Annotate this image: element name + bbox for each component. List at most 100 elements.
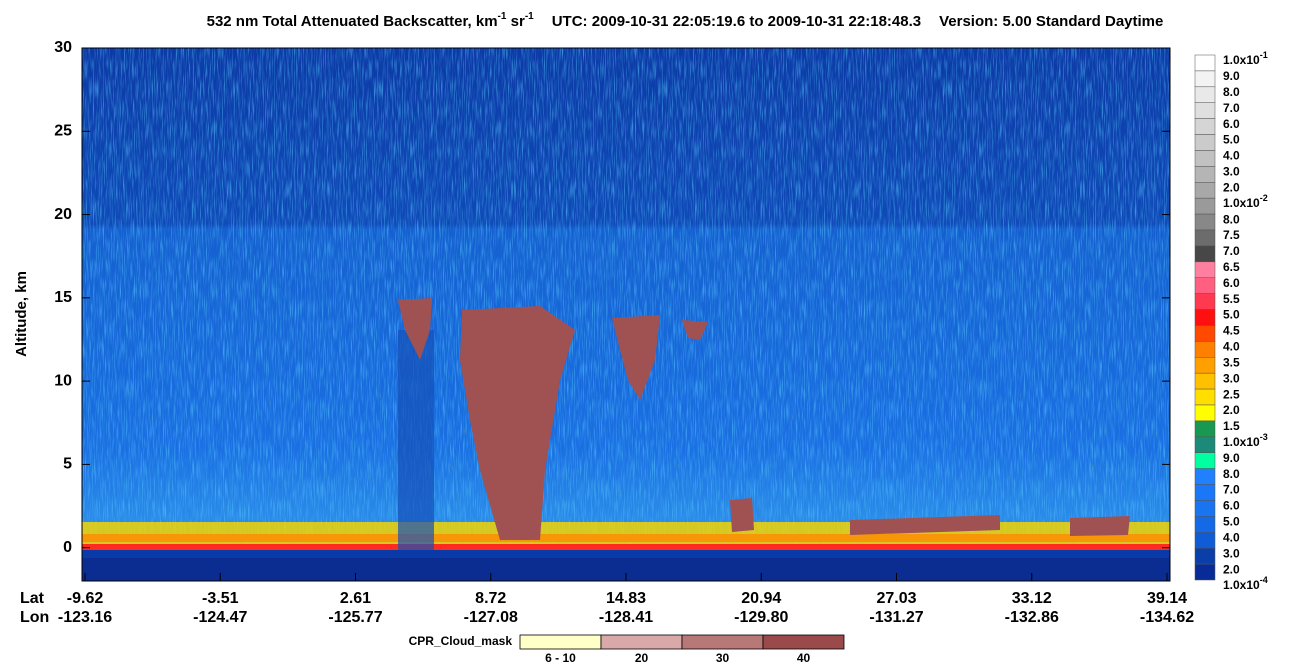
lon-label: -129.80 [734, 609, 788, 626]
colorbar-swatch [1194, 372, 1216, 390]
colorbar-label: 2.0 [1223, 562, 1240, 576]
y-tick-label: 0 [63, 539, 72, 556]
colorbar-swatch [1194, 532, 1216, 549]
lat-label: -3.51 [202, 590, 239, 607]
colorbar-label: 5.0 [1223, 133, 1240, 147]
colorbar-label: 9.0 [1223, 451, 1240, 465]
cpr-legend-label: 20 [635, 651, 649, 665]
colorbar-swatch [1194, 341, 1216, 358]
y-axis-label: Altitude, km [13, 271, 30, 357]
cpr-legend-title: CPR_Cloud_mask [409, 634, 513, 648]
x-row-label: Lat [20, 590, 45, 607]
colorbar-swatch [1194, 325, 1216, 342]
lat-label: 8.72 [475, 590, 506, 607]
colorbar-label: 6.0 [1223, 276, 1240, 290]
colorbar-swatch [1194, 309, 1216, 326]
lat-label: 14.83 [606, 590, 646, 607]
lat-label: 2.61 [340, 590, 371, 607]
lon-label: -128.41 [599, 609, 653, 626]
colorbar-swatch [1194, 404, 1216, 422]
colorbar-swatch [1194, 102, 1216, 119]
colorbar-label: 2.0 [1223, 403, 1240, 417]
lat-label: -9.62 [67, 590, 104, 607]
colorbar-label: 2.5 [1223, 387, 1240, 401]
title-sup: -1 [525, 11, 534, 22]
colorbar-label: 3.0 [1223, 165, 1240, 179]
colorbar-swatch [1194, 452, 1216, 469]
lon-label: -132.86 [1005, 609, 1059, 626]
colorbar-label-base: 1.0x10 [1223, 578, 1260, 592]
colorbar-swatch [1194, 357, 1216, 374]
y-tick-label: 30 [54, 39, 72, 56]
colorbar-label-exp: -3 [1260, 432, 1268, 442]
lon-label: -125.77 [328, 609, 382, 626]
colorbar-label: 5.0 [1223, 308, 1240, 322]
colorbar-label: 1.5 [1223, 419, 1240, 433]
colorbar-label: 5.5 [1223, 292, 1240, 306]
colorbar-swatch [1194, 166, 1216, 183]
colorbar-swatch [1194, 118, 1216, 135]
colorbar-swatch [1194, 516, 1216, 533]
lon-label: -127.08 [464, 609, 518, 626]
colorbar-swatch [1194, 277, 1216, 294]
colorbar-swatch [1194, 229, 1216, 247]
colorbar-swatch [1194, 197, 1216, 215]
colorbar-swatch [1194, 468, 1216, 485]
lon-label: -124.47 [193, 609, 247, 626]
colorbar-label: 7.0 [1223, 483, 1240, 497]
colorbar-label: 6.5 [1223, 260, 1240, 274]
colorbar-swatch [1194, 182, 1216, 199]
colorbar-label: 3.0 [1223, 546, 1240, 560]
colorbar-swatch [1194, 245, 1216, 263]
x-row-label: Lon [20, 609, 49, 626]
chart-title: 532 nm Total Attenuated Backscatter, km-… [207, 11, 1164, 30]
colorbar-swatch [1194, 70, 1216, 88]
cpr-legend-swatch [762, 634, 845, 650]
colorbar-swatch [1194, 420, 1216, 438]
colorbar-label: 7.0 [1223, 244, 1240, 258]
cpr-legend-label: 40 [797, 651, 811, 665]
colorbar-label-base: 1.0x10 [1223, 53, 1260, 67]
colorbar-label: 7.0 [1223, 101, 1240, 115]
colorbar-label: 5.0 [1223, 515, 1240, 529]
colorbar-label: 3.5 [1223, 355, 1240, 369]
cpr-legend-label: 6 - 10 [545, 651, 576, 665]
colorbar-swatch [1194, 54, 1216, 72]
colorbar-label-exp: -4 [1260, 575, 1268, 585]
colorbar-swatch [1194, 388, 1216, 406]
colorbar-label: 8.0 [1223, 212, 1240, 226]
colorbar-label: 1.0x10-4 [1223, 575, 1268, 592]
colorbar-swatch [1194, 484, 1216, 501]
y-tick-label: 5 [63, 456, 72, 473]
colorbar-swatch [1194, 213, 1216, 231]
colorbar-label: 1.0x10-3 [1223, 432, 1268, 449]
title-sup: -1 [498, 11, 507, 22]
title-mid: sr [506, 13, 525, 30]
colorbar-swatch [1194, 86, 1216, 103]
colorbar-swatch [1194, 436, 1216, 453]
lat-label: 20.94 [741, 590, 781, 607]
lat-label: 33.12 [1012, 590, 1052, 607]
curtain [81, 47, 1171, 582]
colorbar-swatch [1194, 547, 1216, 565]
colorbar-label: 1.0x10-2 [1223, 194, 1268, 211]
y-tick-label: 10 [54, 372, 72, 389]
colorbar-label: 4.0 [1223, 530, 1240, 544]
lon-label: -123.16 [58, 609, 112, 626]
title-main: 532 nm Total Attenuated Backscatter, km [207, 13, 498, 30]
colorbar-label: 4.5 [1223, 324, 1240, 338]
colorbar-label: 3.0 [1223, 371, 1240, 385]
colorbar-label: 8.0 [1223, 85, 1240, 99]
colorbar-label-base: 1.0x10 [1223, 435, 1260, 449]
colorbar-label: 4.0 [1223, 149, 1240, 163]
colorbar-swatch [1194, 500, 1216, 517]
cpr-legend-swatch [681, 634, 764, 650]
y-tick-label: 25 [54, 123, 72, 140]
lat-label: 39.14 [1147, 590, 1187, 607]
lon-label: -134.62 [1140, 609, 1194, 626]
cpr-legend-swatch [600, 634, 683, 650]
y-tick-label: 15 [54, 289, 72, 306]
colorbar-label: 7.5 [1223, 228, 1240, 242]
colorbar-label: 6.0 [1223, 117, 1240, 131]
